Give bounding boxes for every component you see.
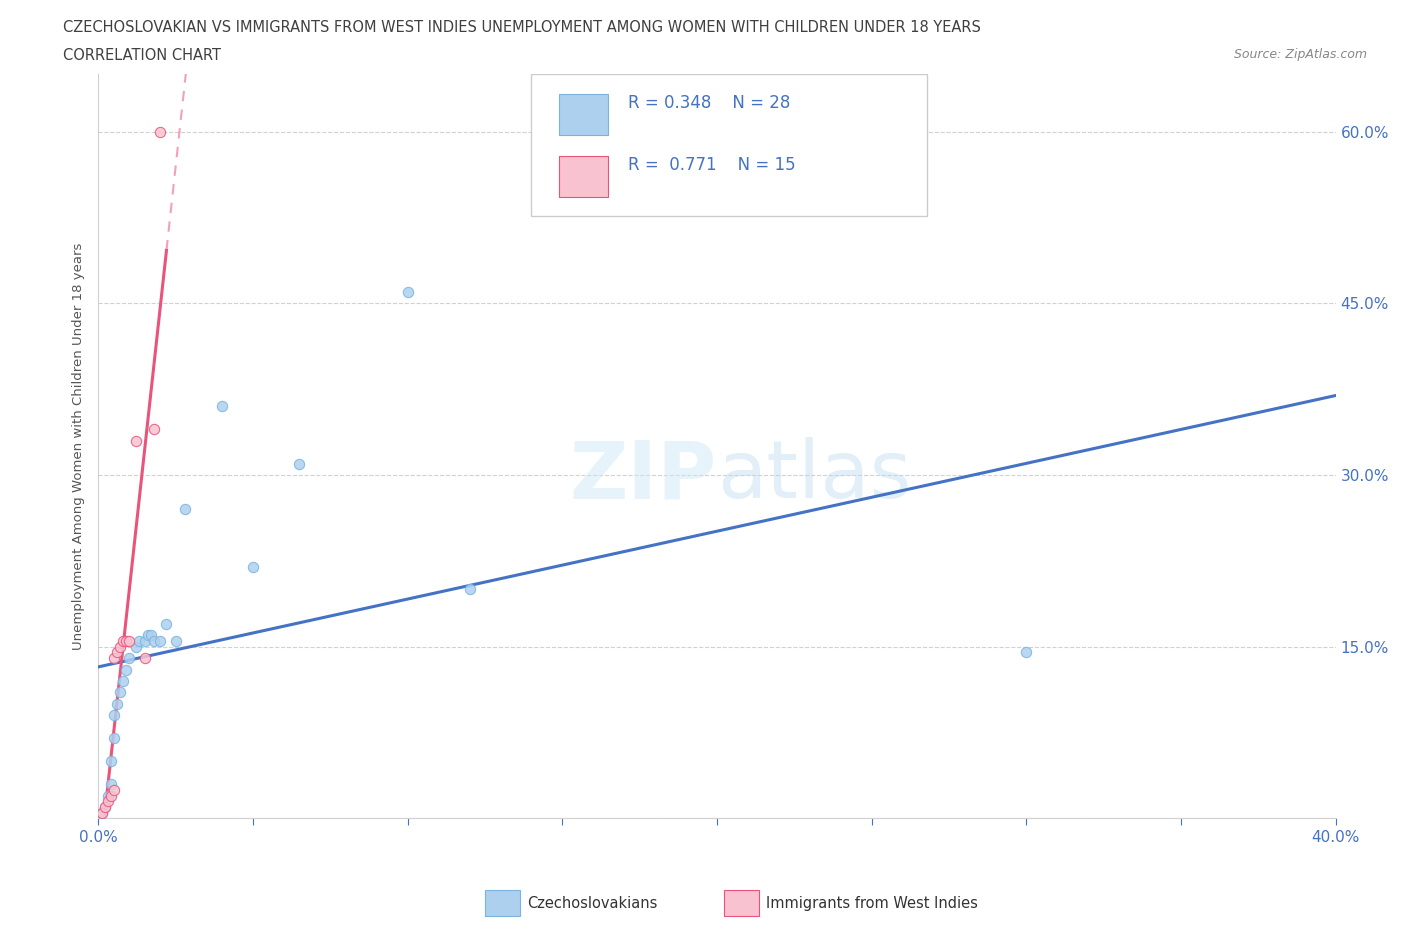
Text: Czechoslovakians: Czechoslovakians: [527, 897, 658, 911]
Point: [93, 800, 115, 815]
Point: [97, 794, 120, 809]
Text: atlas: atlas: [717, 437, 911, 515]
Point: [115, 662, 138, 677]
Text: Immigrants from West Indies: Immigrants from West Indies: [766, 897, 979, 911]
Point: [100, 788, 122, 803]
Point: [112, 633, 135, 648]
Point: [139, 628, 162, 643]
Point: [90, 805, 112, 820]
Text: R =  0.771    N = 15: R = 0.771 N = 15: [628, 156, 796, 174]
Point: [134, 651, 156, 666]
Point: [97, 788, 120, 803]
Point: [124, 639, 146, 654]
Text: CORRELATION CHART: CORRELATION CHART: [63, 48, 221, 63]
Point: [242, 559, 264, 574]
Y-axis label: Unemployment Among Women with Children Under 18 years: Unemployment Among Women with Children U…: [72, 243, 84, 650]
Point: [103, 651, 125, 666]
Point: [174, 502, 197, 517]
Point: [134, 633, 156, 648]
Point: [103, 731, 125, 746]
Point: [165, 633, 187, 648]
Point: [103, 782, 125, 797]
Point: [136, 628, 159, 643]
Point: [100, 777, 122, 791]
Point: [105, 697, 128, 711]
Point: [90, 805, 112, 820]
Point: [100, 753, 122, 768]
Point: [149, 125, 172, 140]
Point: [112, 673, 135, 688]
Point: [458, 582, 481, 597]
Text: R = 0.348    N = 28: R = 0.348 N = 28: [628, 94, 790, 112]
Point: [115, 633, 138, 648]
Point: [105, 645, 128, 660]
Point: [1015, 645, 1038, 660]
Bar: [558, 95, 609, 136]
Point: [108, 639, 131, 654]
Text: CZECHOSLOVAKIAN VS IMMIGRANTS FROM WEST INDIES UNEMPLOYMENT AMONG WOMEN WITH CHI: CZECHOSLOVAKIAN VS IMMIGRANTS FROM WEST …: [63, 20, 981, 35]
Text: ZIP: ZIP: [569, 437, 717, 515]
Point: [108, 685, 131, 700]
Point: [103, 708, 125, 723]
Point: [118, 651, 141, 666]
Point: [143, 633, 166, 648]
Point: [118, 633, 141, 648]
Point: [211, 399, 233, 414]
FancyBboxPatch shape: [531, 74, 928, 216]
Point: [149, 633, 172, 648]
Point: [288, 456, 311, 471]
Point: [93, 800, 115, 815]
Point: [155, 617, 177, 631]
Point: [128, 633, 150, 648]
Text: Source: ZipAtlas.com: Source: ZipAtlas.com: [1233, 48, 1367, 61]
Point: [124, 433, 146, 448]
Point: [143, 422, 166, 437]
Point: [396, 285, 419, 299]
Bar: [558, 156, 609, 197]
